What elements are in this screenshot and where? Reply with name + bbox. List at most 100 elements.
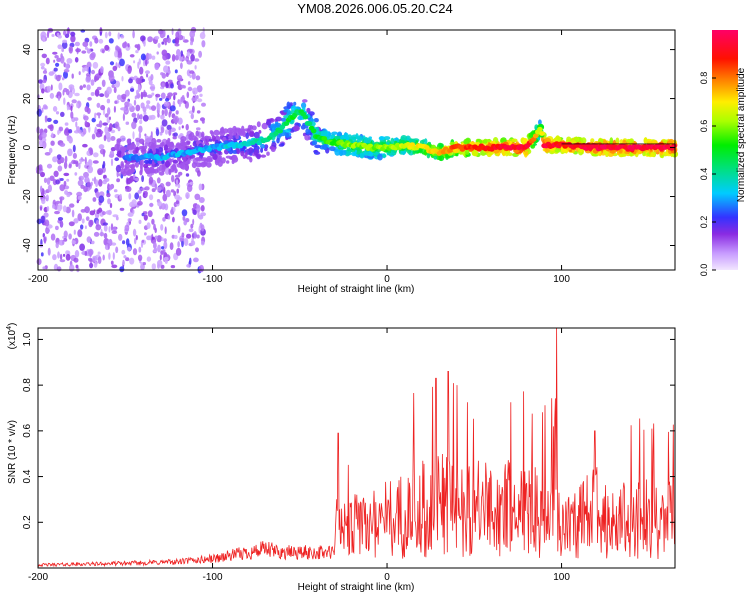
spectrogram-cell <box>138 131 142 140</box>
spectrogram-cell <box>108 74 115 82</box>
spectrogram-cell <box>191 97 196 102</box>
snr-y-tick-label: 0.8 <box>22 378 33 392</box>
spectrogram-cell <box>178 100 181 108</box>
snr-series-line <box>37 327 675 568</box>
spectrogram-cell <box>98 113 101 119</box>
spectrogram-cell <box>195 75 201 81</box>
spectrogram-cell <box>276 137 280 144</box>
spectrogram-y-label: Frequency (Hz) <box>7 116 18 185</box>
spectrogram-cell <box>124 89 130 97</box>
spectrogram-cell <box>275 116 282 122</box>
spectrogram-cell <box>160 126 165 133</box>
spectrogram-cell <box>60 220 64 228</box>
spectrogram-cell <box>157 186 162 191</box>
spectrogram-cell <box>122 260 125 266</box>
spectrogram-cell <box>136 89 139 96</box>
spectrogram-cell <box>194 157 202 161</box>
spectrogram-cell <box>110 223 114 231</box>
spectrogram-cell <box>190 240 196 246</box>
spectrogram-cell <box>100 104 106 111</box>
spectrogram-cell <box>151 137 157 145</box>
spectrogram-cell <box>72 144 76 153</box>
spectrogram-cell <box>144 232 147 236</box>
spectrogram-cell <box>127 179 133 184</box>
spectrogram-cell <box>102 149 106 158</box>
spectrogram-cell <box>163 238 167 243</box>
spectrogram-cell <box>148 79 153 86</box>
spectrogram-cell <box>74 57 79 63</box>
spectrogram-cell <box>465 149 470 155</box>
spectrogram-cell <box>77 229 83 238</box>
spectrogram-cell <box>82 128 87 135</box>
spectrogram-cell <box>570 140 576 144</box>
spectrogram-ridge-cell <box>302 114 309 120</box>
spectrogram-cell <box>186 233 192 239</box>
spectrogram-cell <box>213 129 220 136</box>
spectrogram-cell <box>84 177 87 183</box>
spectrogram-cell <box>98 38 104 44</box>
spectrogram-cell <box>382 154 387 158</box>
spectrogram-cell <box>117 126 121 132</box>
spectrogram-cell <box>143 159 150 164</box>
spectrogram-cell <box>49 175 55 182</box>
spectrogram-cell <box>147 159 153 164</box>
spectrogram-cell <box>45 194 49 202</box>
spectrogram-cell <box>60 157 65 164</box>
spectrogram-cell <box>59 259 66 263</box>
spectrogram-cell <box>151 144 157 149</box>
spectrogram-cell <box>135 146 139 154</box>
spectrogram-cell <box>198 50 203 58</box>
snr-x-label: Height of straight line (km) <box>298 582 415 593</box>
spectrogram-cell <box>199 264 204 273</box>
spectrogram-cell <box>98 120 103 128</box>
spectrogram-cell <box>269 146 275 150</box>
spectrogram-cell <box>63 87 68 93</box>
spectrogram-cell <box>56 91 62 99</box>
spectrogram-cell <box>106 86 112 95</box>
spectrogram-cell <box>463 138 470 145</box>
spectrogram-y-tick-label: 0 <box>22 144 33 150</box>
spectrogram-cell <box>119 193 122 200</box>
spectrogram-cell <box>258 130 262 134</box>
spectrogram-cell <box>160 72 164 76</box>
spectrogram-cell <box>58 82 63 91</box>
spectrogram-cell <box>189 70 195 74</box>
spectrogram-cell <box>146 222 151 230</box>
spectrogram-cell <box>164 129 169 135</box>
spectrogram-cell <box>137 61 140 69</box>
spectrogram-cell <box>146 256 152 262</box>
spectrogram-cell <box>174 194 181 200</box>
spectrogram-cell <box>196 234 200 239</box>
spectrogram-cell <box>408 138 416 144</box>
spectrogram-cell <box>208 138 213 142</box>
spectrogram-cell <box>174 43 180 47</box>
spectrogram-cell <box>233 129 237 136</box>
spectrogram-cell <box>57 217 64 221</box>
spectrogram-cell <box>165 189 171 198</box>
spectrogram-cell <box>99 31 102 36</box>
spectrogram-cell <box>170 127 176 133</box>
spectrogram-cell <box>151 263 156 270</box>
spectrogram-cell <box>195 204 200 209</box>
snr-x-tick-label: -200 <box>28 572 48 583</box>
spectrogram-cell <box>155 93 161 98</box>
spectrogram-cell <box>339 135 344 140</box>
spectrogram-cell <box>161 203 166 210</box>
spectrogram-cell <box>115 45 119 52</box>
spectrogram-cell <box>132 209 135 215</box>
spectrogram-cell <box>340 150 347 156</box>
snr-scale-exp: 4 <box>6 326 13 330</box>
spectrogram-cell <box>104 31 108 39</box>
spectrogram-cell <box>147 36 154 43</box>
spectrogram-cell <box>55 242 59 249</box>
spectrogram-cell <box>40 215 46 223</box>
spectrogram-cell <box>173 115 179 124</box>
spectrogram-cell <box>75 48 81 53</box>
spectrogram-cell <box>71 209 75 218</box>
spectrogram-cell <box>70 34 76 43</box>
spectrogram-cell <box>118 173 122 177</box>
spectrogram-cell <box>186 91 190 99</box>
spectrogram-cell <box>40 31 47 40</box>
spectrogram-cell <box>63 161 68 170</box>
spectrogram-cell <box>199 93 203 98</box>
